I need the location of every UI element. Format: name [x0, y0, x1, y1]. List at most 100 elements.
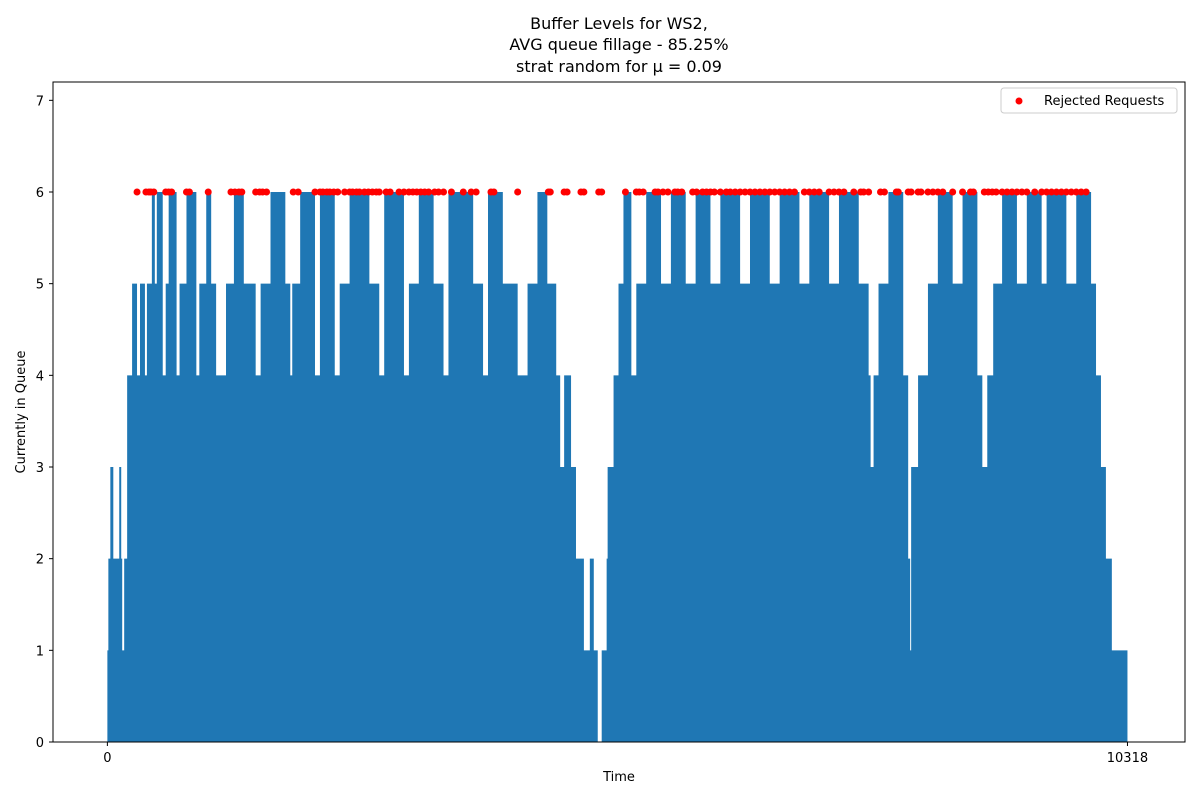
y-axis-ticks: 0 1 2 3 4 5 6 7 — [36, 94, 53, 751]
rejected-request-point — [835, 188, 843, 196]
rejected-request-point — [810, 188, 818, 196]
rejected-request-point — [992, 188, 1000, 196]
rejected-request-point — [1048, 188, 1056, 196]
rejected-request-point — [1082, 188, 1090, 196]
rejected-request-point — [1031, 188, 1039, 196]
y-tick-label: 5 — [36, 278, 44, 293]
rejected-request-point — [490, 188, 498, 196]
rejected-request-point — [1057, 188, 1065, 196]
rejected-request-point — [1023, 188, 1031, 196]
rejected-request-point — [860, 188, 868, 196]
rejected-request-point — [924, 188, 932, 196]
rejected-request-point — [766, 188, 774, 196]
rejected-request-point — [294, 188, 302, 196]
rejected-request-point — [425, 188, 433, 196]
rejected-request-point — [776, 188, 784, 196]
rejected-request-point — [781, 188, 789, 196]
rejected-request-point — [949, 188, 957, 196]
rejected-request-point — [1008, 188, 1016, 196]
area-series — [107, 192, 1128, 742]
rejected-request-point — [805, 188, 813, 196]
rejected-request-point — [917, 188, 925, 196]
rejected-request-point — [969, 188, 977, 196]
rejected-request-point — [355, 188, 363, 196]
x-tick-label: 0 — [103, 751, 111, 766]
rejected-request-point — [168, 188, 176, 196]
rejected-request-point — [447, 188, 455, 196]
rejected-request-point — [761, 188, 769, 196]
rejected-request-point — [311, 188, 319, 196]
rejected-request-point — [435, 188, 443, 196]
rejected-request-point — [678, 188, 686, 196]
rejected-request-point — [1072, 188, 1080, 196]
rejected-request-point — [790, 188, 798, 196]
rejected-request-point — [1067, 188, 1075, 196]
rejected-request-point — [621, 188, 629, 196]
x-tick-label: 10318 — [1107, 751, 1148, 766]
y-tick-label: 4 — [36, 369, 44, 384]
rejected-request-point — [726, 188, 734, 196]
rejected-request-point — [786, 188, 794, 196]
y-tick-label: 3 — [36, 461, 44, 476]
rejected-request-point — [710, 188, 718, 196]
rejected-request-point — [664, 188, 672, 196]
rejected-request-point — [1038, 188, 1046, 196]
rejected-request-point — [894, 188, 902, 196]
chart-title-line-1: Buffer Levels for WS2, — [530, 14, 708, 33]
rejected-request-point — [825, 188, 833, 196]
rejected-request-point — [659, 188, 667, 196]
legend: Rejected Requests — [1000, 87, 1178, 114]
y-tick-label: 0 — [36, 736, 44, 751]
rejected-request-point — [133, 188, 141, 196]
rejected-request-point — [736, 188, 744, 196]
rejected-request-point — [459, 188, 467, 196]
rejected-request-point — [472, 188, 480, 196]
rejected-request-point — [907, 188, 915, 196]
rejected-request-point — [693, 188, 701, 196]
y-tick-label: 1 — [36, 644, 44, 659]
rejected-request-point — [850, 188, 858, 196]
rejected-request-point — [840, 188, 848, 196]
rejected-request-point — [959, 188, 967, 196]
rejected-request-point — [830, 188, 838, 196]
rejected-request-point — [580, 188, 588, 196]
rejected-request-point — [929, 188, 937, 196]
rejected-request-point — [998, 188, 1006, 196]
rejected-request-point — [204, 188, 212, 196]
rejected-request-point — [263, 188, 271, 196]
rejected-request-point — [598, 188, 606, 196]
rejected-request-point — [341, 188, 349, 196]
rejected-request-point — [375, 188, 383, 196]
rejected-request-point — [467, 188, 475, 196]
legend-marker-rejected — [1015, 97, 1023, 105]
rejected-request-point — [741, 188, 749, 196]
rejected-request-point — [563, 188, 571, 196]
rejected-request-point — [150, 188, 158, 196]
y-tick-label: 6 — [36, 186, 44, 201]
x-axis-label: Time — [602, 770, 635, 785]
legend-box — [1000, 87, 1178, 114]
rejected-request-point — [395, 188, 403, 196]
y-tick-label: 7 — [36, 94, 44, 109]
rejected-requests-series — [133, 188, 1090, 196]
y-tick-label: 2 — [36, 553, 44, 568]
rejected-request-point — [1052, 188, 1060, 196]
rejected-request-point — [934, 188, 942, 196]
rejected-request-point — [1013, 188, 1021, 196]
rejected-request-point — [771, 188, 779, 196]
legend-label-rejected: Rejected Requests — [1044, 94, 1164, 109]
rejected-request-point — [865, 188, 873, 196]
rejected-request-point — [731, 188, 739, 196]
rejected-request-point — [1062, 188, 1070, 196]
rejected-request-point — [400, 188, 408, 196]
y-axis-label: Currently in Queue — [14, 351, 29, 474]
rejected-request-point — [1018, 188, 1026, 196]
rejected-request-point — [880, 188, 888, 196]
rejected-request-point — [939, 188, 947, 196]
rejected-request-point — [185, 188, 193, 196]
rejected-request-point — [716, 188, 724, 196]
rejected-request-point — [238, 188, 246, 196]
rejected-request-point — [800, 188, 808, 196]
queue-level-area — [107, 192, 1128, 742]
